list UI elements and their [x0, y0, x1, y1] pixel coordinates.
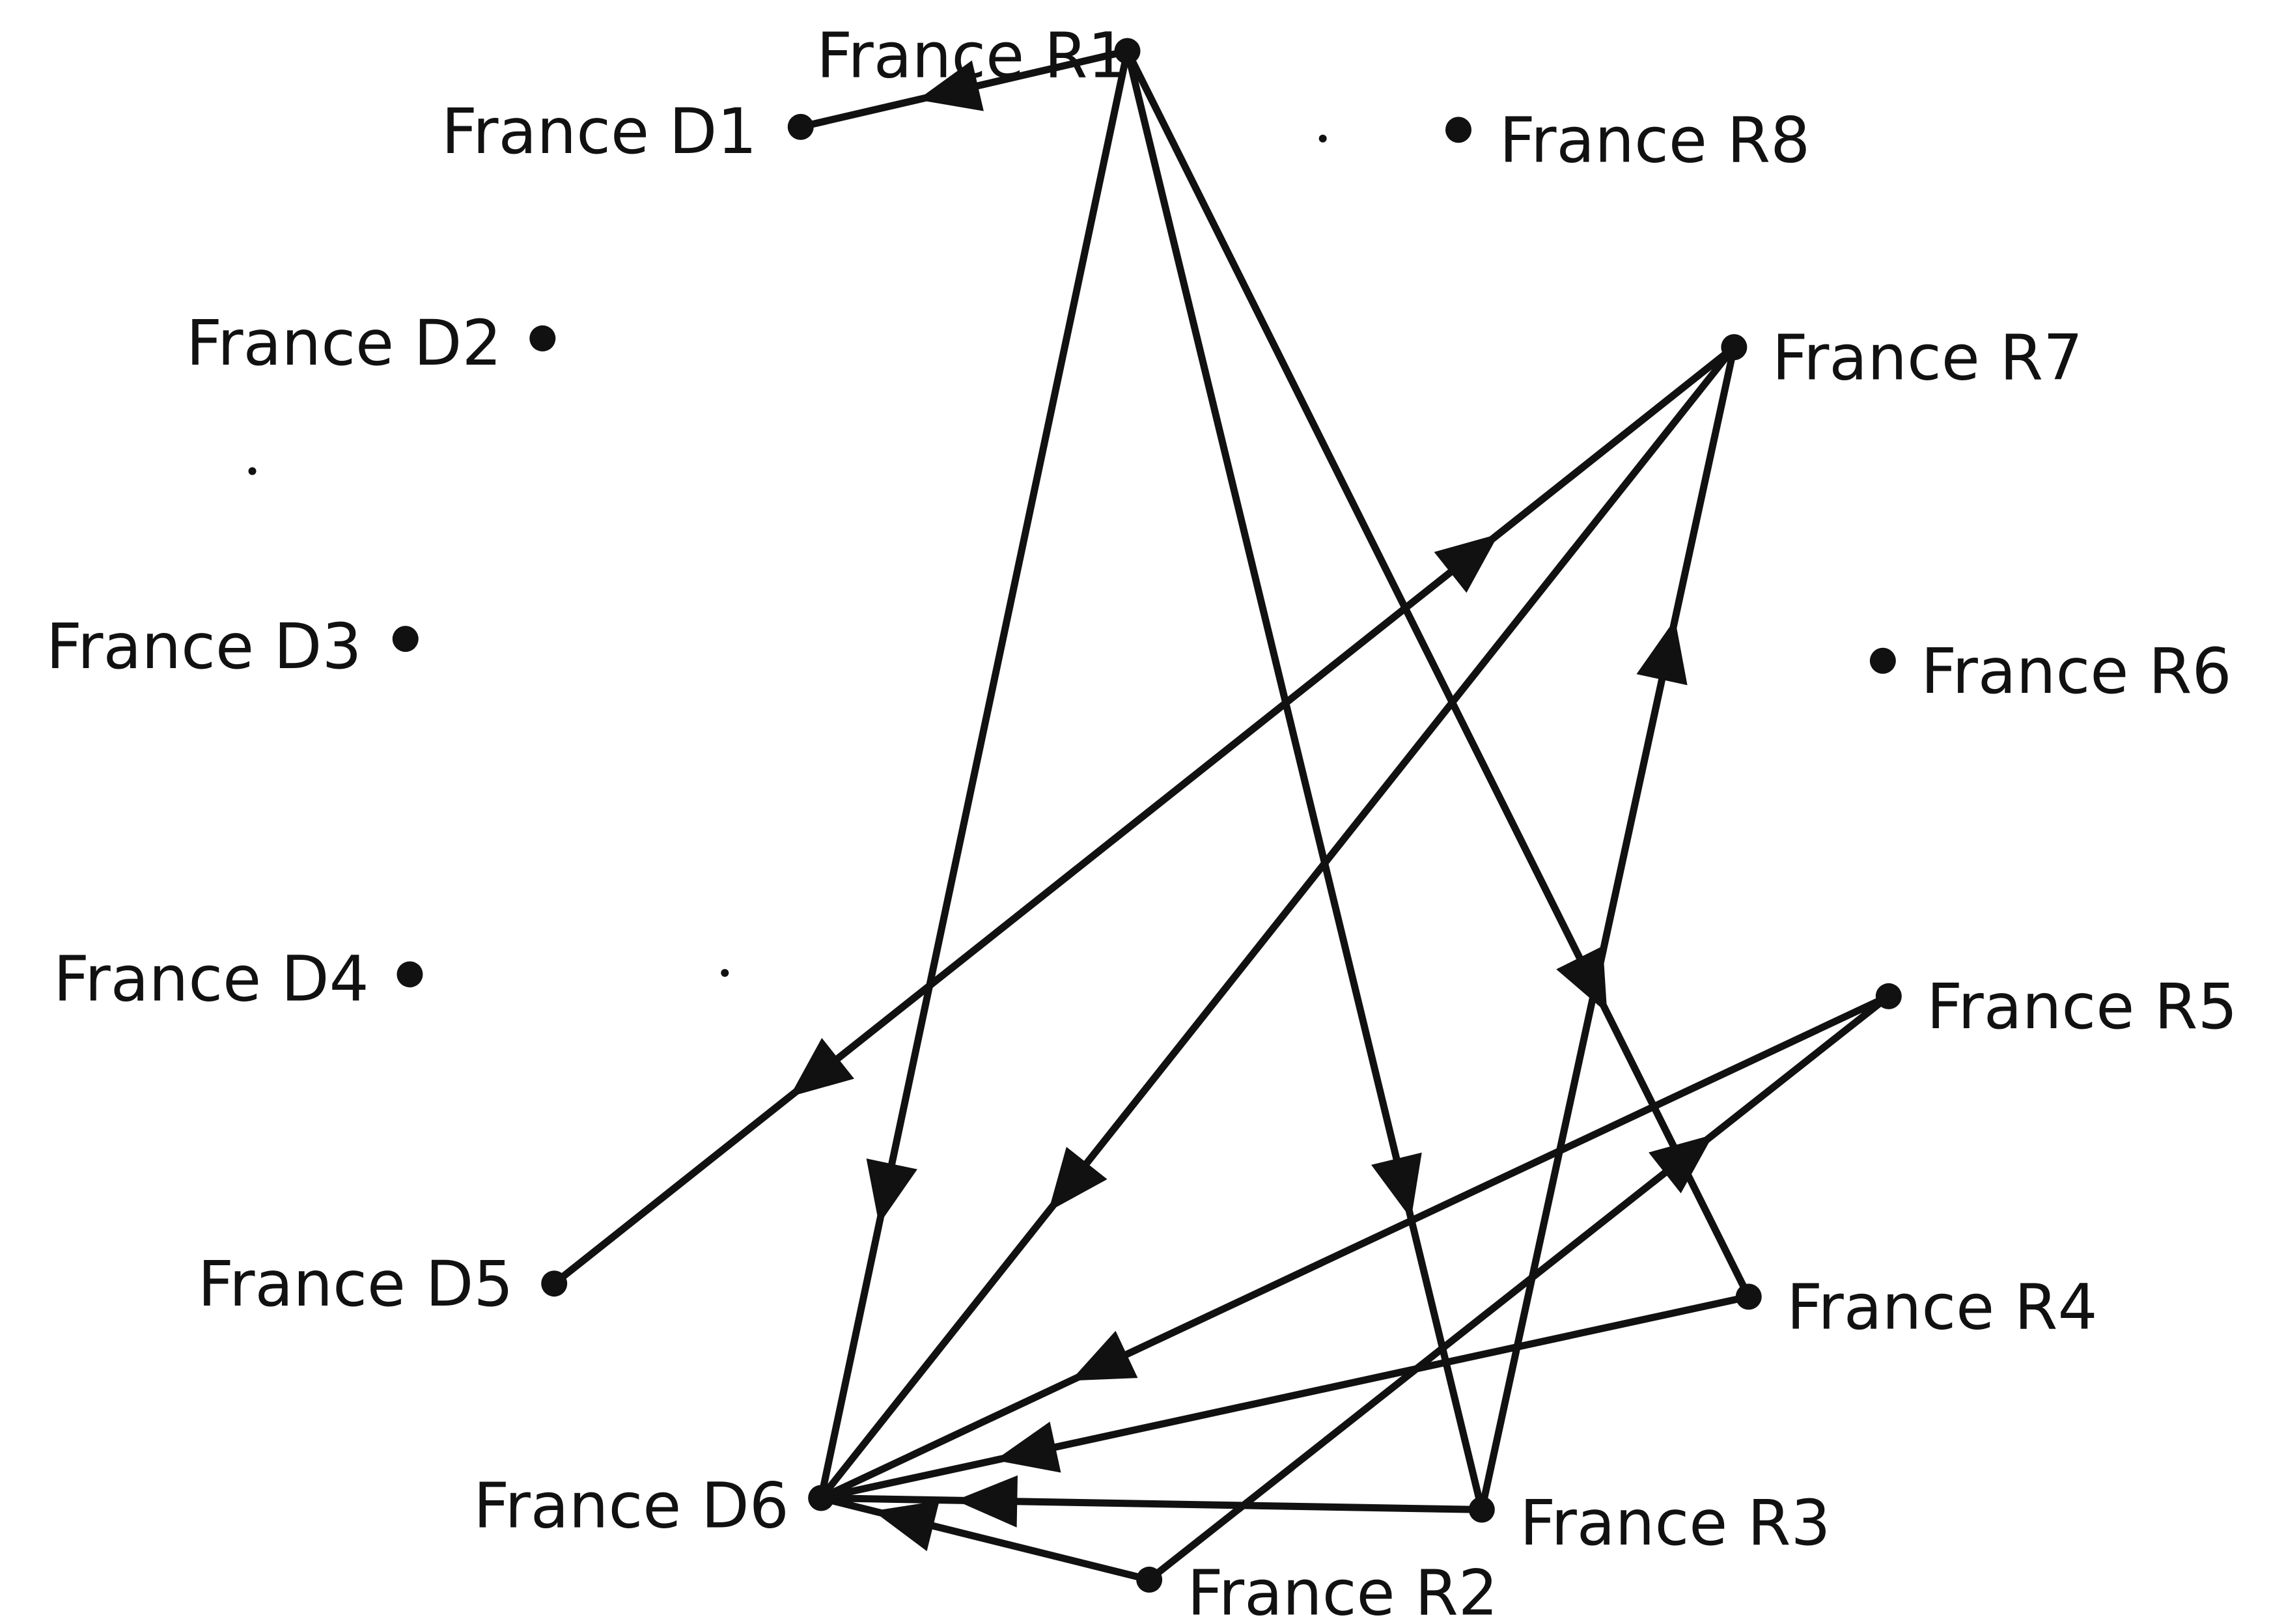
edge-r2-to-r5 — [1145, 992, 1893, 1584]
node-d1-dot — [787, 113, 814, 140]
arrowhead-r2-to-d6 — [873, 1500, 940, 1552]
edge-r1-to-d6 — [817, 47, 1132, 1502]
arrowhead-r4-to-d6 — [995, 1421, 1061, 1473]
edge-d5-to-r7 — [550, 343, 1738, 1287]
node-r6-dot — [1869, 647, 1896, 674]
node-d5-dot — [541, 1270, 568, 1297]
node-r4-dot — [1735, 1283, 1762, 1310]
edge-r1-to-r4 — [1124, 47, 1753, 1300]
edges-layer — [550, 47, 1893, 1584]
node-r1-label: France R1 — [816, 20, 1128, 92]
labels-layer: France D1 France D2 France D3 France D4 Fran… — [46, 20, 2238, 1624]
edge-r3-to-r7 — [1478, 343, 1738, 1513]
node-r7-dot — [1721, 334, 1748, 361]
arrowhead-r2-to-r5 — [1649, 1134, 1714, 1194]
node-r8-label: France R8 — [1499, 104, 1811, 177]
node-d3-label: France D3 — [46, 610, 362, 683]
arrowhead-r3-to-d6 — [955, 1475, 1018, 1528]
arrowhead-r3-to-r7 — [1636, 619, 1688, 686]
arrowhead-r5-to-d6 — [1070, 1330, 1138, 1381]
node-d4-dot — [397, 961, 423, 988]
node-r2-label: France R2 — [1187, 1557, 1498, 1624]
edge-r5-to-d6 — [817, 992, 1893, 1502]
node-d5-label: France D5 — [198, 1248, 514, 1321]
stray-marks — [248, 134, 1327, 977]
stray-speck-3 — [1318, 134, 1327, 143]
arrowhead-r1-to-r3 — [1371, 1152, 1422, 1219]
node-d1-label: France D1 — [441, 95, 757, 168]
arrowhead-r7-to-d6 — [1048, 1147, 1108, 1212]
node-r6-label: France R6 — [1921, 635, 2232, 708]
node-r1-dot — [1114, 38, 1141, 64]
node-r3-dot — [1468, 1496, 1495, 1523]
node-d4-label: France D4 — [53, 943, 369, 1016]
node-r5-label: France R5 — [1927, 970, 2238, 1043]
edge-r3-to-d6 — [817, 1494, 1486, 1513]
arrowhead-r1-to-d1 — [917, 60, 984, 111]
node-d3-dot — [392, 626, 419, 652]
node-r3-label: France R3 — [1520, 1487, 1831, 1560]
node-r2-dot — [1136, 1566, 1163, 1593]
nodes-layer — [392, 38, 1902, 1593]
arrowhead-d5-to-r7 — [1434, 533, 1499, 593]
node-d6-label: France D6 — [473, 1469, 789, 1542]
node-d6-dot — [808, 1485, 835, 1511]
edge-r4-to-d6 — [817, 1293, 1753, 1502]
node-r5-dot — [1875, 983, 1902, 1009]
node-d2-dot — [529, 325, 556, 352]
stray-speck-2 — [721, 969, 729, 977]
arrowhead-r1-to-d6 — [866, 1158, 917, 1225]
stray-speck-1 — [248, 467, 257, 475]
edge-r7-to-d6 — [817, 343, 1738, 1502]
node-d2-label: France D2 — [186, 307, 502, 380]
node-r4-label: France R4 — [1787, 1271, 2098, 1344]
node-r8-dot — [1445, 117, 1471, 143]
node-r7-label: France R7 — [1772, 321, 2083, 394]
edge-r1-to-r3 — [1124, 47, 1486, 1513]
